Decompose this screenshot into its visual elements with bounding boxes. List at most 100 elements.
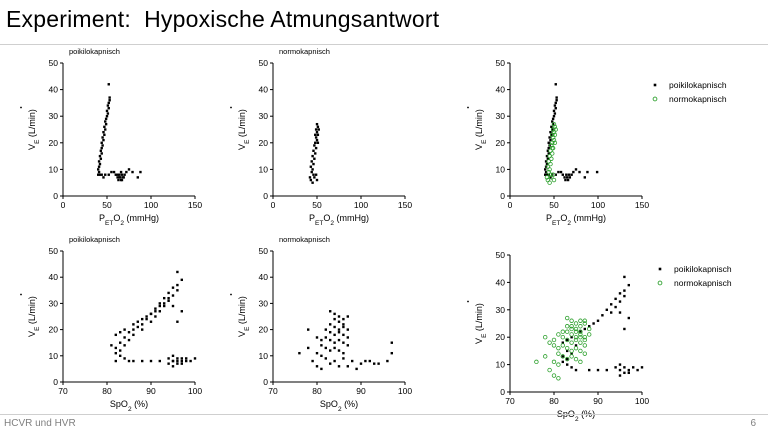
- data-point-poikilokapnisch: [119, 170, 123, 174]
- data-point-normokapnisch: [565, 324, 570, 329]
- data-point-poikilokapnisch: [120, 173, 124, 176]
- data-point-poikilokapnisch: [333, 346, 336, 350]
- data-point-poikilokapnisch: [185, 359, 188, 363]
- data-point-poikilokapnisch: [618, 368, 622, 372]
- data-point-poikilokapnisch: [614, 305, 617, 309]
- data-point-poikilokapnisch: [561, 360, 564, 364]
- data-point-poikilokapnisch: [98, 162, 102, 166]
- data-point-poikilokapnisch: [342, 323, 345, 326]
- data-point-poikilokapnisch: [551, 120, 554, 123]
- data-point-poikilokapnisch: [127, 338, 131, 342]
- data-point-poikilokapnisch: [559, 170, 563, 174]
- data-point-poikilokapnisch: [158, 310, 161, 313]
- data-point-normokapnisch: [582, 337, 587, 343]
- data-point-poikilokapnisch: [100, 152, 103, 155]
- legend-marker-normokapnisch: [652, 96, 658, 102]
- data-point-poikilokapnisch: [312, 173, 315, 176]
- data-point-poikilokapnisch: [167, 291, 170, 295]
- data-point-poikilokapnisch: [337, 365, 341, 368]
- data-point-poikilokapnisch: [312, 162, 315, 166]
- data-point-normokapnisch: [551, 337, 557, 343]
- y-tick-label: 30: [259, 111, 269, 121]
- data-point-poikilokapnisch: [546, 157, 550, 160]
- y-tick-label: 40: [259, 85, 269, 95]
- data-point-normokapnisch: [569, 348, 574, 354]
- data-point-poikilokapnisch: [563, 176, 566, 179]
- data-point-poikilokapnisch: [180, 278, 183, 282]
- data-point-poikilokapnisch: [149, 359, 153, 363]
- data-point-poikilokapnisch: [618, 374, 622, 377]
- data-point-poikilokapnisch: [564, 178, 567, 182]
- data-point-poikilokapnisch: [309, 165, 313, 168]
- data-point-poikilokapnisch: [614, 297, 617, 301]
- data-point-poikilokapnisch: [315, 138, 319, 142]
- data-point-normokapnisch: [582, 335, 587, 340]
- data-point-poikilokapnisch: [311, 181, 314, 184]
- data-point-poikilokapnisch: [596, 368, 600, 372]
- data-point-normokapnisch: [543, 354, 548, 359]
- data-point-poikilokapnisch: [368, 359, 371, 363]
- data-point-poikilokapnisch: [337, 331, 341, 334]
- legend-label: poikilokapnisch: [674, 264, 732, 274]
- data-point-normokapnisch: [573, 345, 579, 351]
- data-point-poikilokapnisch: [106, 112, 110, 115]
- data-point-poikilokapnisch: [333, 341, 336, 344]
- data-point-normokapnisch: [551, 177, 557, 183]
- x-tick-label: 70: [268, 386, 278, 396]
- data-point-poikilokapnisch: [342, 351, 345, 355]
- data-point-normokapnisch: [587, 326, 592, 332]
- data-point-poikilokapnisch: [346, 365, 349, 368]
- data-point-poikilokapnisch: [605, 368, 608, 372]
- data-point-normokapnisch: [560, 354, 565, 359]
- y-axis-label: VE (L/min): [237, 296, 251, 337]
- data-point-poikilokapnisch: [176, 289, 179, 292]
- data-point-poikilokapnisch: [314, 173, 318, 176]
- data-point-poikilokapnisch: [364, 359, 367, 363]
- x-tick-label: 80: [312, 386, 322, 396]
- data-point-poikilokapnisch: [601, 314, 604, 317]
- data-point-normokapnisch: [587, 332, 592, 337]
- data-point-poikilokapnisch: [342, 341, 345, 344]
- data-point-normokapnisch: [547, 340, 552, 345]
- x-tick-label: 70: [505, 396, 515, 406]
- data-point-poikilokapnisch: [307, 328, 310, 331]
- data-point-poikilokapnisch: [141, 323, 144, 326]
- data-point-poikilokapnisch: [544, 160, 548, 163]
- y-tick-label: 0: [53, 377, 58, 387]
- data-point-poikilokapnisch: [623, 275, 626, 279]
- data-point-poikilokapnisch: [555, 96, 558, 99]
- data-point-poikilokapnisch: [595, 170, 599, 174]
- x-tick-label: 50: [549, 200, 559, 210]
- data-point-poikilokapnisch: [627, 316, 630, 320]
- data-point-normokapnisch: [550, 151, 555, 156]
- data-point-normokapnisch: [550, 145, 555, 151]
- data-point-poikilokapnisch: [337, 338, 341, 342]
- data-point-poikilokapnisch: [180, 310, 183, 313]
- data-point-poikilokapnisch: [333, 312, 336, 316]
- data-point-normokapnisch: [556, 376, 561, 381]
- data-point-poikilokapnisch: [176, 320, 179, 323]
- data-point-normokapnisch: [569, 324, 574, 329]
- data-point-poikilokapnisch: [97, 160, 101, 163]
- chart-subtitle: poikilokapnisch: [69, 47, 120, 56]
- v-dot-accent: [20, 293, 22, 296]
- data-point-normokapnisch: [560, 335, 565, 340]
- data-point-normokapnisch: [548, 172, 553, 177]
- data-point-poikilokapnisch: [329, 331, 332, 334]
- data-point-poikilokapnisch: [544, 170, 548, 174]
- y-axis-label: VE (L/min): [474, 303, 488, 344]
- data-point-poikilokapnisch: [127, 359, 131, 363]
- data-point-poikilokapnisch: [180, 357, 183, 360]
- data-point-poikilokapnisch: [158, 359, 161, 363]
- data-point-poikilokapnisch: [298, 351, 301, 355]
- data-point-poikilokapnisch: [314, 133, 317, 137]
- data-point-poikilokapnisch: [104, 173, 107, 176]
- data-point-poikilokapnisch: [342, 317, 345, 321]
- x-tick-label: 0: [271, 200, 276, 210]
- data-point-poikilokapnisch: [315, 178, 319, 182]
- legend-marker-poikilokapnisch: [653, 83, 657, 87]
- data-point-poikilokapnisch: [320, 338, 323, 342]
- data-point-normokapnisch: [552, 140, 558, 145]
- data-point-poikilokapnisch: [123, 328, 126, 331]
- data-point-poikilokapnisch: [548, 136, 551, 139]
